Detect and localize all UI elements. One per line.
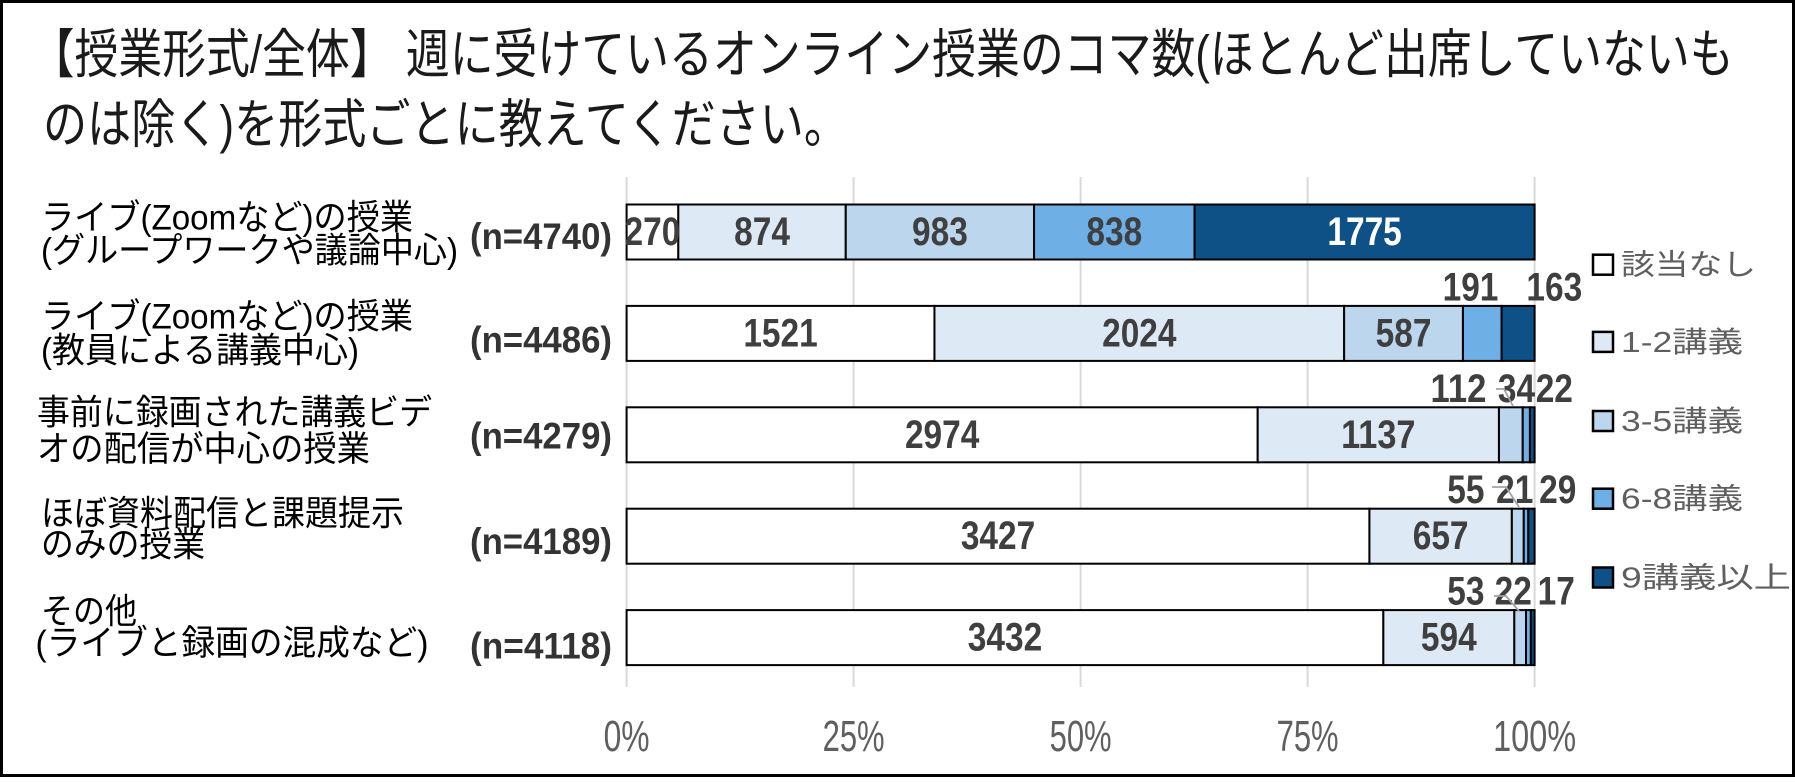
- svg-text:29: 29: [1539, 468, 1576, 512]
- svg-text:事前に録画された講義ビデ: 事前に録画された講義ビデ: [37, 394, 432, 433]
- svg-text:191: 191: [1443, 265, 1499, 309]
- svg-text:1-2講義: 1-2講義: [1621, 326, 1743, 359]
- svg-text:22: 22: [1495, 570, 1532, 614]
- svg-text:100%: 100%: [1493, 712, 1576, 761]
- svg-text:594: 594: [1421, 616, 1477, 660]
- svg-text:17: 17: [1538, 570, 1575, 614]
- svg-text:22: 22: [1536, 367, 1573, 411]
- svg-text:838: 838: [1086, 210, 1142, 254]
- svg-text:その他: その他: [41, 593, 137, 632]
- svg-text:112: 112: [1431, 367, 1487, 411]
- svg-text:163: 163: [1526, 265, 1582, 309]
- svg-text:のは除く)を形式ごとに教えてください。: のは除く)を形式ごとに教えてください。: [43, 96, 848, 155]
- svg-text:(ライブと録画の混成など): (ライブと録画の混成など): [36, 624, 429, 663]
- svg-text:25%: 25%: [823, 712, 885, 761]
- svg-text:オの配信が中心の授業: オの配信が中心の授業: [37, 430, 370, 469]
- svg-text:1521: 1521: [743, 311, 817, 355]
- svg-text:該当なし: 該当なし: [1621, 249, 1756, 282]
- svg-text:ライブ(Zoomなど)の授業: ライブ(Zoomなど)の授業: [41, 298, 413, 337]
- svg-text:270: 270: [625, 210, 681, 254]
- svg-text:1775: 1775: [1327, 210, 1401, 254]
- svg-text:657: 657: [1413, 514, 1469, 558]
- svg-text:21: 21: [1496, 468, 1533, 512]
- svg-text:(n=4740): (n=4740): [470, 216, 612, 257]
- svg-text:0%: 0%: [604, 712, 650, 761]
- svg-text:(n=4118): (n=4118): [470, 626, 612, 667]
- svg-text:ライブ(Zoomなど)の授業: ライブ(Zoomなど)の授業: [41, 199, 413, 238]
- svg-text:983: 983: [912, 210, 968, 254]
- svg-text:3427: 3427: [961, 514, 1035, 558]
- svg-text:53: 53: [1447, 570, 1484, 614]
- svg-text:3432: 3432: [968, 616, 1042, 660]
- svg-text:75%: 75%: [1277, 712, 1339, 761]
- svg-text:874: 874: [734, 210, 790, 254]
- svg-text:1137: 1137: [1341, 413, 1415, 457]
- svg-text:2974: 2974: [905, 413, 980, 457]
- svg-text:【授業形式/全体】 週に受けているオンライン授業のコマ数(ほ: 【授業形式/全体】 週に受けているオンライン授業のコマ数(ほとんど出席していない…: [31, 26, 1734, 85]
- svg-text:のみの授業: のみの授業: [41, 526, 205, 565]
- svg-text:6-8講義: 6-8講義: [1621, 483, 1743, 516]
- svg-text:9講義以上: 9講義以上: [1621, 562, 1791, 595]
- svg-text:(教員による講義中心): (教員による講義中心): [41, 332, 359, 371]
- svg-text:ほぼ資料配信と課題提示: ほぼ資料配信と課題提示: [41, 495, 404, 534]
- svg-text:(n=4279): (n=4279): [470, 415, 612, 456]
- svg-text:587: 587: [1376, 311, 1432, 355]
- svg-text:3-5講義: 3-5講義: [1621, 405, 1743, 438]
- svg-text:(n=4189): (n=4189): [470, 521, 612, 562]
- svg-text:(n=4486): (n=4486): [470, 320, 612, 361]
- svg-text:55: 55: [1447, 468, 1484, 512]
- svg-text:50%: 50%: [1050, 712, 1112, 761]
- svg-text:2024: 2024: [1102, 311, 1177, 355]
- svg-text:(グループワークや議論中心): (グループワークや議論中心): [41, 232, 458, 271]
